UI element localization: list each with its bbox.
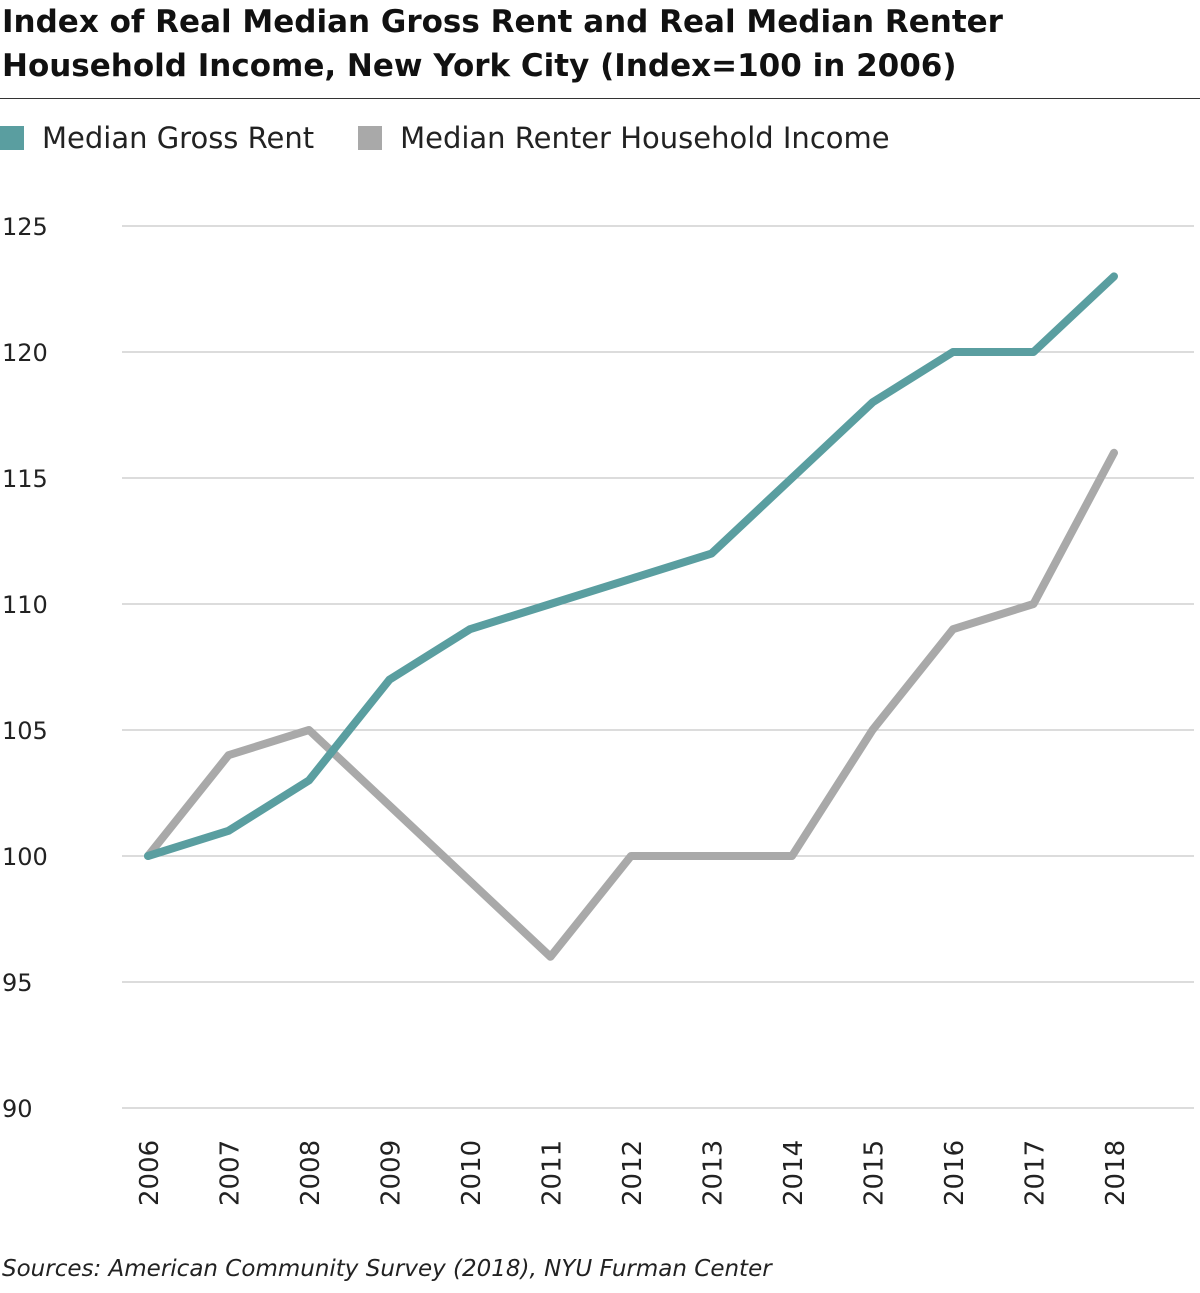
x-tick-label-2015: 2015 — [860, 1140, 890, 1206]
chart-title-line-2: Household Income, New York City (Index=1… — [2, 48, 957, 84]
legend-label-rent: Median Gross Rent — [42, 121, 315, 155]
line-chart: 90 95 100 105 110 115 120 125 2006 2007 2008 2009 20… — [2, 213, 1194, 1206]
x-tick-label-2011: 2011 — [538, 1140, 568, 1206]
x-tick-label-2009: 2009 — [377, 1140, 407, 1206]
y-tick-label-110: 110 — [2, 591, 48, 619]
y-tick-label-125: 125 — [2, 213, 48, 241]
y-tick-label-90: 90 — [2, 1095, 33, 1123]
y-tick-label-100: 100 — [2, 843, 48, 871]
y-tick-label-95: 95 — [2, 969, 33, 997]
x-tick-label-2013: 2013 — [699, 1140, 729, 1206]
x-tick-label-2016: 2016 — [940, 1140, 970, 1206]
x-tick-label-2018: 2018 — [1101, 1140, 1131, 1206]
legend-swatch-rent — [0, 126, 24, 150]
legend-item-rent: Median Gross Rent — [0, 121, 314, 155]
x-tick-label-2014: 2014 — [779, 1140, 809, 1206]
legend-swatch-income — [358, 126, 383, 150]
y-tick-label-115: 115 — [2, 465, 48, 493]
y-tick-label-105: 105 — [2, 717, 48, 745]
x-tick-label-2008: 2008 — [296, 1140, 326, 1206]
source-note: Sources: American Community Survey (2018… — [2, 1256, 772, 1282]
chart-title-line-1: Index of Real Median Gross Rent and Real… — [2, 4, 1003, 40]
series-line-median-renter-household-income — [144, 448, 1118, 961]
title-divider — [0, 98, 1200, 99]
chart-title: Index of Real Median Gross Rent and Real… — [2, 0, 1192, 88]
legend-item-income: Median Renter Household Income — [358, 121, 890, 155]
x-tick-label-2010: 2010 — [457, 1140, 487, 1206]
x-tick-label-2007: 2007 — [216, 1140, 246, 1206]
x-tick-label-2006: 2006 — [135, 1140, 165, 1206]
legend: Median Gross Rent Median Renter Househol… — [0, 118, 934, 158]
x-tick-label-2017: 2017 — [1021, 1140, 1051, 1206]
series-line-median-gross-rent — [144, 272, 1118, 860]
legend-label-income: Median Renter Household Income — [400, 121, 890, 155]
y-tick-label-120: 120 — [2, 339, 48, 367]
x-tick-label-2012: 2012 — [618, 1140, 648, 1206]
